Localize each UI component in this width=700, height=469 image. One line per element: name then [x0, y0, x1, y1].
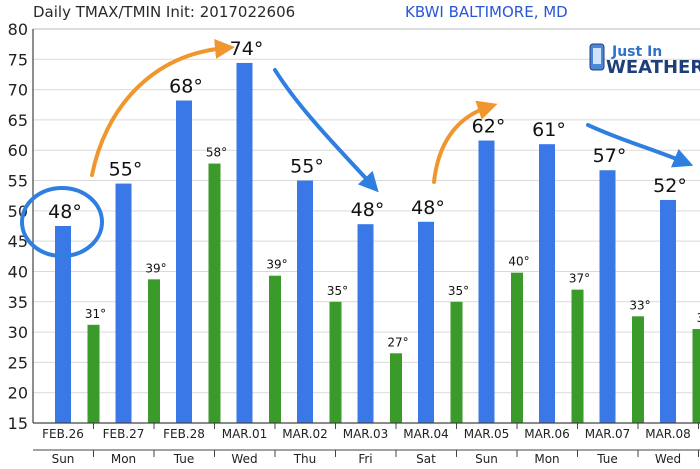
y-tick-label: 20 — [8, 384, 28, 403]
x-tick-label: MAR.01 — [222, 427, 268, 441]
x-day-label: Mon — [534, 452, 559, 466]
annotation-arrow-down-1 — [273, 68, 379, 193]
y-tick-label: 25 — [8, 353, 28, 372]
x-tick-label: MAR.02 — [282, 427, 328, 441]
tmax-bar — [539, 144, 555, 423]
x-day-label: Sun — [52, 452, 75, 466]
x-tick-label: MAR.05 — [464, 427, 510, 441]
tmax-label: 48° — [351, 199, 385, 221]
tmin-bar — [208, 163, 221, 423]
tmax-bar — [55, 226, 71, 423]
x-tick-label: MAR.03 — [343, 427, 389, 441]
y-tick-label: 30 — [8, 323, 28, 342]
tmin-label: 33° — [629, 298, 650, 312]
tmax-label: 55° — [290, 156, 324, 178]
tmax-label: 57° — [593, 145, 627, 167]
x-day-label: Fri — [358, 452, 372, 466]
x-tick-label: FEB.28 — [163, 427, 205, 441]
x-day-label: Thu — [293, 452, 317, 466]
tmax-bar — [297, 180, 313, 423]
tmax-label: 48° — [411, 197, 445, 219]
tmax-label: 48° — [48, 201, 82, 223]
x-axis: FEB.26 Sun FEB.27 Mon FEB.28 Tue MAR.01 Wed MAR.… — [33, 422, 700, 466]
tmin-label: 3 — [697, 311, 700, 325]
annotation-arrow-up-2 — [432, 100, 498, 184]
tmin-bar — [511, 272, 523, 423]
x-tick-label: MAR.06 — [524, 427, 570, 441]
annotation-arrow-up-1 — [90, 38, 235, 177]
tmin-bar — [148, 279, 160, 423]
tmin-bar — [632, 316, 644, 423]
y-tick-label: 75 — [8, 50, 28, 69]
tmin-bar — [269, 275, 281, 423]
x-day-label: Sat — [416, 452, 436, 466]
tmin-label: 58° — [206, 146, 227, 160]
tmin-label: 31° — [85, 307, 106, 321]
annotations — [20, 38, 694, 258]
tmax-bar — [176, 100, 192, 423]
x-day-label: Mon — [111, 452, 136, 466]
x-tick-label: FEB.26 — [42, 427, 84, 441]
tmax-label: 62° — [472, 116, 506, 138]
tmax-label: 68° — [169, 76, 203, 98]
logo-text-top: Just In — [611, 44, 662, 60]
tmin-label: 27° — [387, 335, 408, 349]
tmin-bar — [450, 301, 463, 423]
chart-title: Daily TMAX/TMIN Init: 2017022606 — [33, 3, 295, 21]
x-day-label: Wed — [655, 452, 681, 466]
tmin-bar — [571, 289, 584, 423]
y-tick-label: 45 — [8, 232, 28, 251]
tmin-bar — [87, 324, 100, 423]
x-tick-label: MAR.08 — [645, 427, 691, 441]
tmax-bar — [660, 199, 676, 423]
tmax-label: 55° — [109, 159, 143, 181]
x-day-label: Wed — [231, 452, 257, 466]
data-labels: 48° 31° 55° 39° 68° 58° 74° 39° 55° 35° 48° 27° 48° 3… — [48, 38, 700, 349]
y-tick-label: 80 — [8, 20, 28, 39]
y-tick-label: 40 — [8, 262, 28, 281]
y-tick-label: 70 — [8, 81, 28, 100]
tmin-bar — [390, 353, 402, 423]
tmin-bar — [329, 301, 342, 423]
x-tick-label: FEB.27 — [103, 427, 145, 441]
tmax-label: 61° — [532, 119, 566, 141]
tmin-label: 35° — [327, 284, 348, 298]
y-tick-label: 15 — [8, 414, 28, 433]
y-tick-label: 60 — [8, 141, 28, 160]
tmin-label: 40° — [508, 255, 529, 269]
tmin-label: 39° — [266, 258, 287, 272]
tmax-bar — [357, 224, 374, 423]
x-day-label: Tue — [596, 452, 618, 466]
annotation-circle — [20, 186, 104, 258]
tmax-bar — [115, 183, 132, 423]
y-tick-label: 55 — [8, 172, 28, 191]
x-day-label: Tue — [173, 452, 195, 466]
tmax-label: 52° — [653, 175, 687, 197]
logo: Just In WEATHER — [589, 43, 700, 78]
tmin-bar — [692, 329, 700, 423]
x-tick-label: MAR.04 — [403, 427, 449, 441]
tmax-label: 74° — [230, 38, 264, 60]
y-tick-label: 65 — [8, 111, 28, 130]
bars — [55, 62, 700, 424]
tmin-label: 39° — [145, 261, 166, 275]
tmin-label: 35° — [448, 284, 469, 298]
logo-text-bottom: WEATHER — [606, 57, 700, 78]
station-name: KBWI BALTIMORE, MD — [405, 3, 568, 21]
annotation-arrow-down-2 — [586, 123, 694, 168]
tmax-bar — [236, 62, 253, 424]
tmin-label: 37° — [569, 272, 590, 286]
tmax-bar — [418, 221, 434, 423]
tmax-bar — [599, 170, 616, 423]
tmax-bar — [478, 140, 495, 424]
y-tick-label: 35 — [8, 293, 28, 312]
x-tick-label: MAR.07 — [585, 427, 631, 441]
x-day-label: Sun — [475, 452, 498, 466]
